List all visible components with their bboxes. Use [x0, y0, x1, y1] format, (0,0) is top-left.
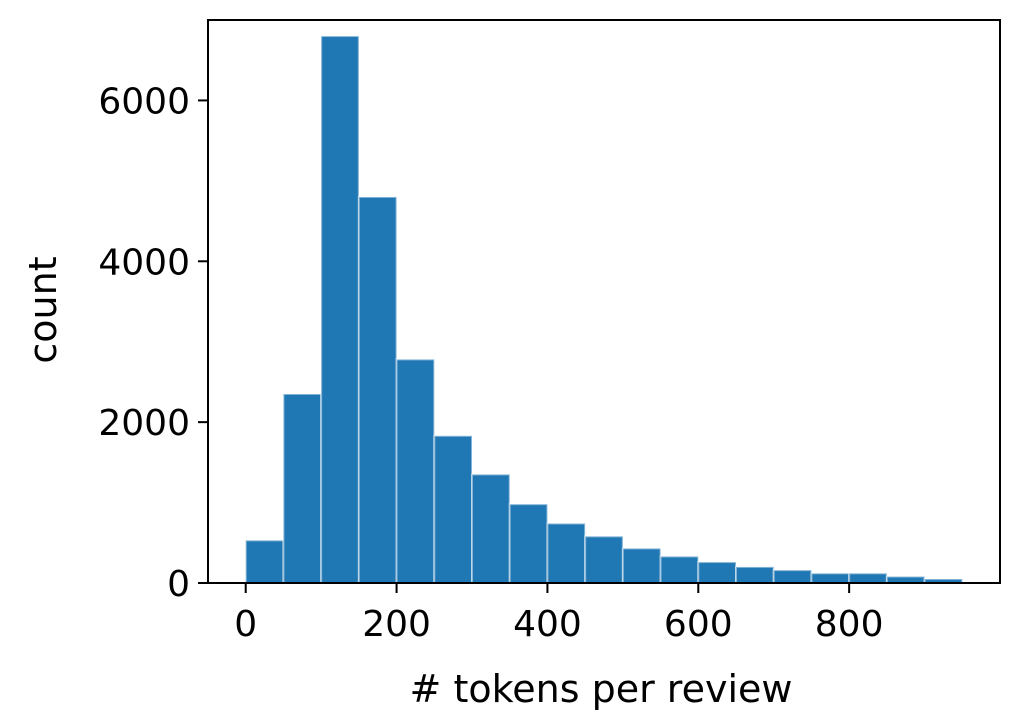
- histogram-bar-14: [772, 569, 813, 585]
- histogram-bar-6: [471, 473, 511, 585]
- x-tick-label: 400: [513, 604, 582, 645]
- histogram-bar-1: [282, 392, 323, 584]
- histogram-bars: [244, 35, 964, 585]
- y-tick-label: 0: [167, 564, 190, 605]
- histogram-bar-8: [546, 522, 587, 584]
- axes: [207, 19, 1001, 584]
- histogram-bar-13: [735, 565, 775, 584]
- x-tick-label: 200: [362, 604, 431, 645]
- x-tick-label: 600: [664, 604, 733, 645]
- x-tick-label: 800: [815, 604, 884, 645]
- x-axis-label: # tokens per review: [410, 667, 793, 711]
- histogram-bar-5: [433, 434, 474, 584]
- y-tick-label: 6000: [98, 81, 190, 122]
- histogram-bar-0: [244, 539, 285, 584]
- histogram-bar-15: [810, 572, 851, 584]
- y-tick-label: 4000: [98, 242, 190, 283]
- histogram-bar-11: [659, 555, 700, 585]
- histogram-bar-3: [357, 195, 398, 584]
- y-tick-label: 2000: [98, 403, 190, 444]
- ticks: 0 200 400 600 800 0 2000 4000 6000: [98, 81, 883, 645]
- x-tick-label: 0: [234, 604, 257, 645]
- histogram-bar-10: [621, 547, 662, 584]
- histogram-bar-16: [848, 572, 888, 584]
- histogram-bar-4: [395, 358, 436, 584]
- histogram-bar-9: [584, 535, 624, 584]
- y-axis-label: count: [21, 256, 65, 363]
- histogram-bar-12: [697, 561, 737, 585]
- histogram-bar-7: [508, 503, 549, 584]
- histogram-bar-2: [320, 35, 360, 584]
